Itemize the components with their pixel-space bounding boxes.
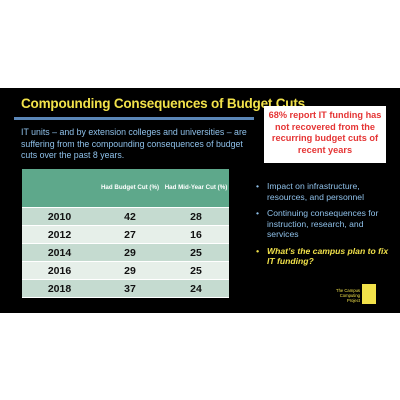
table-row: 2012 27 16 (22, 225, 229, 244)
logo-text: The Campus Computing Project (336, 288, 360, 303)
slide-title: Compounding Consequences of Budget Cuts (21, 96, 305, 111)
campus-computing-logo-icon (362, 284, 376, 304)
bullet-text: Impact on infrastructure, resources, and… (267, 181, 364, 202)
bullet-item: • Impact on infrastructure, resources, a… (254, 181, 394, 202)
table-cell-year: 2014 (22, 243, 97, 262)
title-underline (14, 117, 254, 120)
table-cell-budget-cut: 37 (97, 279, 163, 298)
table-row: 2016 29 25 (22, 261, 229, 280)
table-cell-mid-year-cut: 25 (163, 261, 229, 280)
bullet-icon: • (256, 245, 260, 256)
table-cell-mid-year-cut: 25 (163, 243, 229, 262)
bullet-text: What’s the campus plan to fix IT funding… (267, 245, 389, 267)
bullet-icon: • (256, 208, 260, 218)
table-row: 2010 42 28 (22, 207, 229, 226)
table-cell-budget-cut: 42 (97, 207, 163, 226)
table-row: 2014 29 25 (22, 243, 229, 262)
table-cell-mid-year-cut: 24 (163, 279, 229, 298)
bullet-item-highlight: • What’s the campus plan to fix IT fundi… (254, 246, 394, 267)
table-cell-year: 2018 (22, 279, 97, 298)
table-row: 2018 37 24 (22, 279, 229, 298)
table-header-mid-year-cut: Had Mid-Year Cut (%) (163, 169, 229, 208)
table-cell-year: 2016 (22, 261, 97, 280)
table-cell-mid-year-cut: 16 (163, 225, 229, 244)
table-header-row: Had Budget Cut (%) Had Mid-Year Cut (%) (22, 169, 229, 208)
table-cell-year: 2012 (22, 225, 97, 244)
intro-text: IT units – and by extension colleges and… (21, 127, 247, 160)
bullet-item: • Continuing consequences for instructio… (254, 208, 394, 240)
bullet-text: Continuing consequences for instruction,… (267, 208, 379, 239)
table-cell-budget-cut: 27 (97, 225, 163, 244)
table-cell-budget-cut: 29 (97, 243, 163, 262)
table-cell-mid-year-cut: 28 (163, 207, 229, 226)
table-cell-year: 2010 (22, 207, 97, 226)
presentation-slide: Compounding Consequences of Budget Cuts … (0, 88, 400, 313)
bullet-icon: • (256, 181, 260, 191)
table-header-year (22, 169, 97, 208)
table-cell-budget-cut: 29 (97, 261, 163, 280)
budget-cuts-table: Had Budget Cut (%) Had Mid-Year Cut (%) … (22, 169, 229, 298)
table-header-budget-cut: Had Budget Cut (%) (97, 169, 163, 208)
callout-box: 68% report IT funding has not recovered … (264, 106, 386, 163)
bullet-list: • Impact on infrastructure, resources, a… (254, 181, 394, 273)
